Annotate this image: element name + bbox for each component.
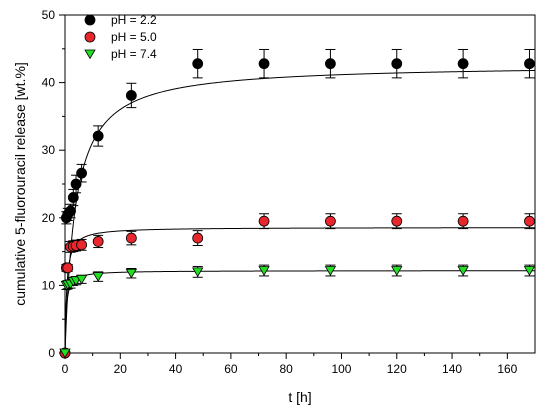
data-point-1 — [76, 239, 87, 251]
y-tick-label: 0 — [48, 346, 55, 360]
x-axis-title: t [h] — [288, 389, 311, 405]
x-tick-label: 40 — [169, 362, 183, 376]
y-tick-label: 20 — [42, 211, 56, 225]
y-axis-title: cumulative 5-fluorouracil release [wt.%] — [12, 62, 28, 306]
y-tick-label: 40 — [42, 76, 56, 90]
data-point-0 — [125, 90, 137, 101]
fit-curves — [64, 70, 536, 354]
data-point-2 — [391, 266, 403, 276]
y-tick-label: 10 — [42, 278, 56, 292]
data-point-2 — [75, 274, 88, 285]
fit-curve-1 — [64, 227, 535, 354]
data-point-0 — [70, 178, 82, 190]
data-point-1 — [457, 215, 469, 227]
axes: 0 20 40 60 80 100 120 140 160 0 10 20 30 40 50 — [42, 8, 536, 376]
data-point-0 — [65, 205, 76, 217]
data-point-0 — [325, 58, 336, 70]
data-point-2 — [258, 266, 270, 276]
x-tick-label: 60 — [224, 362, 238, 376]
y-tick-label: 30 — [42, 143, 56, 157]
data-point-1 — [192, 232, 204, 244]
data-point-0 — [457, 58, 469, 70]
data-point-1 — [258, 215, 270, 227]
legend-label: pH = 5.0 — [111, 30, 157, 44]
fit-curve-2 — [64, 270, 535, 354]
data-point-0 — [67, 192, 79, 203]
data-point-2 — [457, 266, 469, 276]
data-point-0 — [92, 130, 104, 142]
x-tick-label: 120 — [387, 362, 407, 376]
x-tick-label: 20 — [114, 362, 128, 376]
x-tick-label: 140 — [442, 362, 462, 376]
data-point-2 — [59, 348, 71, 359]
data-point-1 — [62, 262, 74, 274]
x-tick-label: 160 — [497, 362, 517, 376]
data-point-1 — [325, 215, 336, 227]
data-point-2 — [324, 266, 337, 276]
legend: pH = 2.2 pH = 5.0 pH = 7.4 — [84, 13, 157, 61]
y-tick-label: 50 — [42, 8, 56, 22]
legend-marker — [84, 49, 96, 60]
legend-marker — [84, 31, 96, 43]
data-point-0 — [391, 58, 403, 70]
data-point-2 — [523, 266, 536, 276]
x-tick-label: 0 — [62, 362, 69, 376]
legend-label: pH = 2.2 — [111, 13, 157, 27]
data-point-0 — [76, 167, 87, 179]
data-point-1 — [92, 236, 104, 247]
legend-label: pH = 7.4 — [111, 47, 157, 61]
data-point-2 — [125, 268, 138, 279]
data-point-0 — [524, 58, 535, 70]
data-point-0 — [192, 58, 204, 70]
data-point-1 — [391, 215, 403, 227]
x-tick-label: 100 — [331, 362, 351, 376]
error-bars — [61, 48, 535, 290]
data-point-1 — [524, 215, 535, 227]
data-point-1 — [125, 232, 137, 244]
data-point-2 — [192, 267, 204, 278]
data-point-0 — [258, 58, 270, 70]
data-point-2 — [92, 272, 104, 282]
data-points — [59, 58, 536, 359]
fit-curve-0 — [64, 70, 536, 354]
x-tick-label: 80 — [279, 362, 293, 376]
legend-marker — [84, 14, 96, 26]
